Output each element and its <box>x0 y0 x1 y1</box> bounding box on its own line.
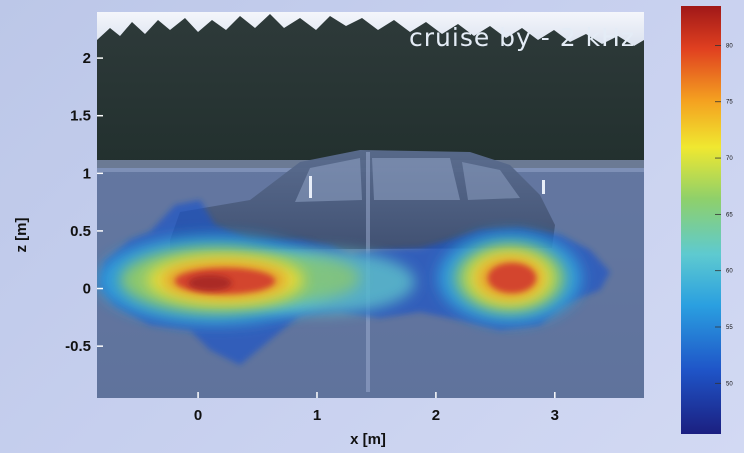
colorbar-tick-label: 70 <box>726 156 733 162</box>
colorbar-scale <box>681 6 721 434</box>
y-axis: 2 1.5 1 0.5 0 -0.5 <box>65 50 103 355</box>
colorbar-tick-label: 65 <box>726 212 733 218</box>
colorbar-tick-label: 55 <box>726 325 733 331</box>
x-tick-label: 1 <box>313 407 321 424</box>
y-tick-label: -0.5 <box>65 338 91 355</box>
y-axis-label: z [m] <box>13 218 30 253</box>
y-tick-label: 1.5 <box>70 108 91 125</box>
colorbar-tick-label: 80 <box>726 43 733 49</box>
colorbar-ticks: 50 55 60 65 70 75 80 <box>715 43 733 387</box>
colorbar: 50 55 60 65 70 75 80 <box>681 6 733 434</box>
y-tick-label: 1 <box>83 165 91 182</box>
x-axis-label: x [m] <box>350 431 386 448</box>
colorbar-tick-label: 60 <box>726 269 733 275</box>
x-tick-label: 3 <box>551 407 559 424</box>
y-tick-label: 0.5 <box>70 223 91 240</box>
x-tick-label: 0 <box>194 407 202 424</box>
x-tick-label: 2 <box>432 407 440 424</box>
plot-area: cruise by - 2 kHz <box>97 12 644 398</box>
colorbar-tick-label: 50 <box>726 381 733 387</box>
x-axis: 0 1 2 3 <box>194 392 559 424</box>
colorbar-tick-label: 75 <box>726 100 733 106</box>
chart-title: cruise by - 2 kHz <box>409 23 635 52</box>
y-tick-label: 2 <box>83 50 91 67</box>
y-tick-label: 0 <box>83 281 91 298</box>
heatmap-overlay <box>97 200 610 365</box>
